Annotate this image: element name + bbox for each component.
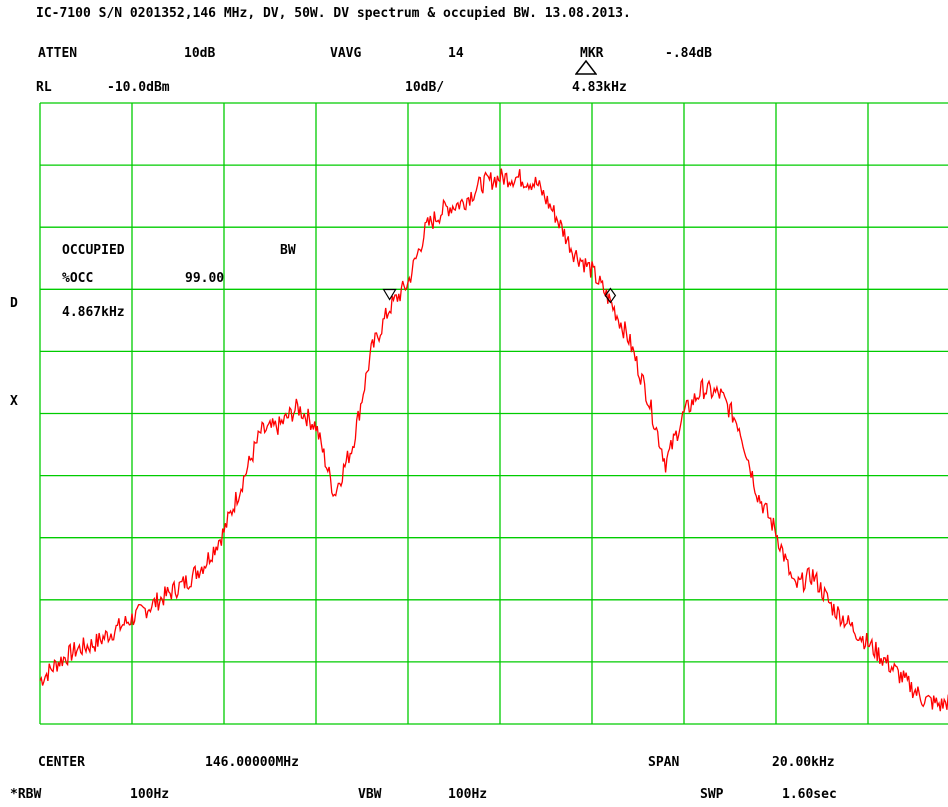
center-value: 146.00000MHz: [205, 755, 299, 770]
vavg-label: VAVG: [330, 46, 362, 61]
span-value: 20.00kHz: [772, 755, 835, 770]
marker-diamond-icon: [604, 287, 617, 304]
marker-triangle-icon: [382, 288, 397, 301]
atten-value: 10dB: [184, 46, 216, 61]
side-x-label: X: [10, 394, 18, 409]
mkr-freq: 4.83kHz: [572, 80, 627, 95]
delta-icon: [559, 44, 598, 79]
swp-label: SWP: [700, 787, 724, 802]
vbw-label: VBW: [358, 787, 382, 802]
center-label: CENTER: [38, 755, 85, 770]
chart-title: IC-7100 S/N 0201352,146 MHz, DV, 50W. DV…: [36, 6, 631, 21]
rbw-label: *RBW: [10, 787, 42, 802]
rbw-value: 100Hz: [130, 787, 170, 802]
occupied-bw-label: BW: [280, 243, 296, 258]
occupied-bw-value: 4.867kHz: [62, 305, 125, 320]
vbw-value: 100Hz: [448, 787, 488, 802]
swp-value: 1.60sec: [782, 787, 837, 802]
atten-label: ATTEN: [38, 46, 78, 61]
delta-triangle-icon: [574, 59, 598, 75]
vavg-value: 14: [448, 46, 464, 61]
occupied-pct-label: %OCC: [62, 271, 94, 286]
scale-value: 10dB/: [405, 80, 445, 95]
grid: [39, 102, 948, 725]
mkr-value: -.84dB: [665, 46, 712, 61]
rl-value: -10.0dBm: [107, 80, 170, 95]
side-d-label: D: [10, 296, 18, 311]
mkr-label: MKR: [580, 46, 604, 61]
markers: [382, 287, 617, 304]
occupied-label: OCCUPIED: [62, 243, 125, 258]
rl-label: RL: [36, 80, 52, 95]
spectrum-trace: [39, 168, 948, 712]
span-label: SPAN: [648, 755, 680, 770]
occupied-pct-value: 99.00: [185, 271, 225, 286]
